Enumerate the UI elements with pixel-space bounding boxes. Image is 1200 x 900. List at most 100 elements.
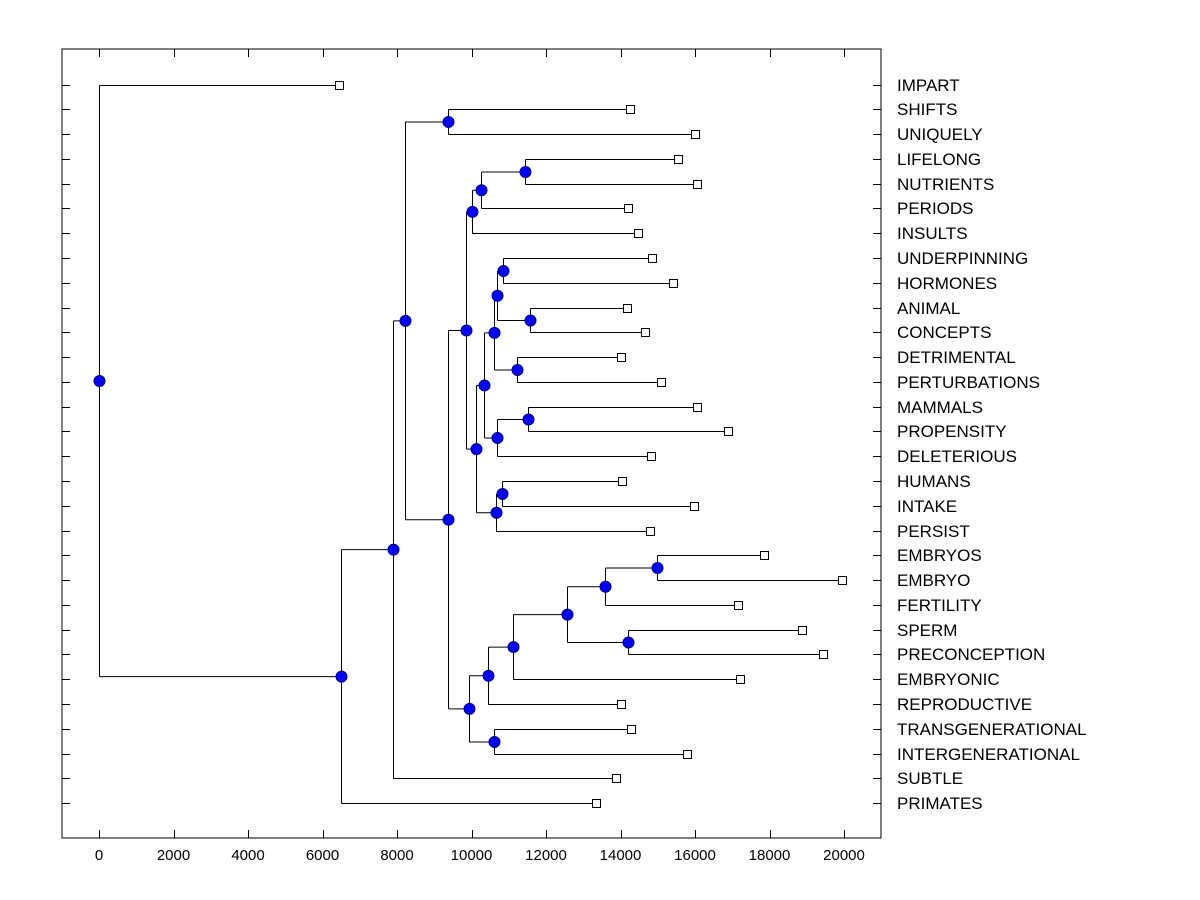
merge-node-dot	[561, 608, 574, 621]
leaf-marker-intake	[690, 502, 699, 511]
leaf-marker-deleterious	[647, 452, 656, 461]
leaf-marker-hormones	[669, 279, 678, 288]
leaf-marker-reproductive	[617, 700, 626, 709]
tree-edges	[99, 85, 843, 804]
leaf-marker-detrimental	[617, 353, 626, 362]
merge-node-dot	[490, 506, 503, 519]
leaf-label-concepts: CONCEPTS	[897, 323, 991, 342]
leaf-marker-embryos	[760, 551, 769, 560]
leaf-label-insults: INSULTS	[897, 224, 968, 243]
leaf-marker-concepts	[641, 328, 650, 337]
leaf-marker-transgenerational	[627, 725, 636, 734]
leaf-label-humans: HUMANS	[897, 472, 971, 491]
leaf-label-embryonic: EMBRYONIC	[897, 670, 1000, 689]
leaf-label-periods: PERIODS	[897, 199, 974, 218]
leaf-marker-animal	[623, 304, 632, 313]
x-tick-label: 12000	[525, 847, 567, 864]
leaf-marker-persist	[646, 527, 655, 536]
leaf-marker-intergenerational	[683, 750, 692, 759]
leaf-marker-lifelong	[674, 155, 683, 164]
leaf-label-subtle: SUBTLE	[897, 769, 963, 788]
x-tick-label: 2000	[157, 847, 190, 864]
x-tick-label: 4000	[231, 847, 264, 864]
merge-node-dot	[511, 364, 524, 376]
leaf-label-lifelong: LIFELONG	[897, 150, 981, 169]
merge-node-dot	[442, 116, 455, 128]
x-tick-label: 14000	[600, 847, 642, 864]
y-axis-ticks	[62, 85, 881, 804]
leaf-marker-shifts	[626, 105, 635, 114]
leaf-label-animal: ANIMAL	[897, 299, 960, 318]
leaf-label-mammals: MAMMALS	[897, 398, 983, 417]
leaf-label-perturbations: PERTURBATIONS	[897, 373, 1040, 392]
leaf-marker-insults	[634, 229, 643, 238]
leaf-label-reproductive: REPRODUCTIVE	[897, 695, 1032, 714]
leaf-label-intergenerational: INTERGENERATIONAL	[897, 745, 1080, 764]
merge-node-dot	[442, 513, 455, 526]
merge-node-dot	[488, 326, 501, 339]
leaf-marker-perturbations	[657, 378, 666, 387]
merge-node-dot	[507, 641, 520, 654]
merge-node-dot	[470, 443, 483, 456]
merge-node-dot	[466, 205, 479, 218]
x-tick-label: 20000	[823, 847, 865, 864]
leaf-label-hormones: HORMONES	[897, 274, 997, 293]
merge-node-dot	[399, 314, 412, 327]
leaf-label-transgenerational: TRANSGENERATIONAL	[897, 720, 1087, 739]
leaf-marker-primates	[592, 799, 601, 808]
leaf-label-shifts: SHIFTS	[897, 100, 957, 119]
x-tick-label: 10000	[451, 847, 493, 864]
leaf-marker-propensity	[724, 427, 733, 436]
merge-node-dot	[491, 432, 504, 444]
merge-node-markers	[93, 116, 664, 748]
leaf-marker-mammals	[693, 403, 702, 412]
leaf-label-sperm: SPERM	[897, 621, 957, 640]
leaf-label-deleterious: DELETERIOUS	[897, 447, 1017, 466]
leaf-label-intake: INTAKE	[897, 497, 957, 516]
merge-node-dot	[496, 488, 509, 500]
leaf-markers	[335, 81, 847, 808]
leaf-labels: IMPART SHIFTS UNIQUELY LIFELONG NUTRIENTS PER…	[897, 76, 1087, 813]
merge-node-dot	[599, 580, 612, 593]
merge-node-dot	[622, 636, 635, 649]
x-tick-label: 0	[95, 847, 103, 864]
x-tick-label: 18000	[749, 847, 791, 864]
leaf-label-preconception: PRECONCEPTION	[897, 645, 1045, 664]
leaf-label-embryo: EMBRYO	[897, 571, 970, 590]
leaf-marker-embryo	[838, 576, 847, 585]
leaf-label-uniquely: UNIQUELY	[897, 125, 983, 144]
merge-node-dot	[497, 265, 510, 277]
merge-node-dot	[478, 379, 491, 392]
merge-node-dot	[524, 314, 537, 327]
leaf-marker-humans	[618, 477, 627, 486]
merge-node-dot	[335, 670, 348, 683]
merge-node-dot	[460, 324, 473, 337]
leaf-label-underpinning: UNDERPINNING	[897, 249, 1028, 268]
leaf-marker-fertility	[734, 601, 743, 610]
merge-node-dot	[475, 184, 488, 197]
leaf-label-detrimental: DETRIMENTAL	[897, 348, 1016, 367]
leaf-marker-sperm	[798, 626, 807, 635]
merge-node-dot	[651, 562, 664, 574]
leaf-marker-subtle	[612, 774, 621, 783]
x-tick-label: 6000	[306, 847, 339, 864]
leaf-marker-periods	[624, 204, 633, 213]
x-tick-label: 8000	[380, 847, 413, 864]
leaf-label-nutrients: NUTRIENTS	[897, 175, 994, 194]
x-tick-label: 16000	[674, 847, 716, 864]
merge-node-dot	[463, 702, 476, 715]
leaf-marker-embryonic	[736, 675, 745, 684]
x-axis-tick-labels: 0 2000 4000 6000 8000 10000 12000 14000 16000 180…	[95, 847, 865, 864]
leaf-label-fertility: FERTILITY	[897, 596, 982, 615]
leaf-label-persist: PERSIST	[897, 522, 970, 541]
leaf-label-embryos: EMBRYOS	[897, 546, 982, 565]
leaf-label-impart: IMPART	[897, 76, 960, 95]
merge-node-dot	[482, 669, 495, 682]
leaf-label-propensity: PROPENSITY	[897, 422, 1007, 441]
merge-node-dot	[488, 736, 501, 748]
merge-node-dot	[519, 166, 532, 178]
leaf-marker-nutrients	[693, 180, 702, 189]
leaf-marker-preconception	[819, 650, 828, 659]
merge-node-dot	[522, 413, 535, 426]
